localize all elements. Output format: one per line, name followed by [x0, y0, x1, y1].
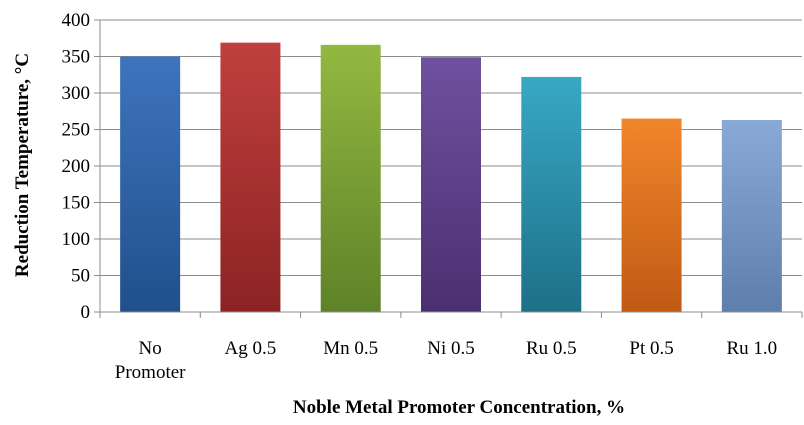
y-tick-label: 50 [71, 266, 90, 287]
bars [120, 42, 782, 313]
x-tick-label: Ni 0.5 [427, 338, 475, 359]
y-tick-label: 200 [62, 156, 91, 177]
y-tick-labels: 0 50 100 150 200 250 300 350 400 [62, 10, 91, 323]
bar [120, 56, 181, 312]
x-tick-label: Ag 0.5 [225, 338, 277, 359]
y-tick-label: 250 [62, 120, 91, 141]
y-tick-label: 300 [62, 83, 91, 104]
x-tick-label: Mn 0.5 [323, 338, 378, 359]
axes [99, 20, 803, 318]
y-axis-title: Reduction Temperature, °C [12, 53, 33, 277]
y-tick-label: 400 [62, 10, 91, 31]
bar [320, 44, 381, 312]
bar [621, 118, 682, 312]
bar [421, 57, 481, 313]
bar [721, 120, 782, 312]
x-tick-label: Ru 0.5 [526, 338, 577, 359]
x-tick-label: No Promoter [115, 338, 186, 383]
bar [220, 42, 281, 312]
y-tick-label: 0 [81, 302, 91, 323]
bar [521, 76, 582, 312]
x-axis-title: Noble Metal Promoter Concentration, % [293, 397, 625, 418]
y-tick-label: 100 [62, 229, 91, 250]
x-tick-label: Pt 0.5 [629, 338, 673, 359]
y-tick-label: 350 [62, 47, 91, 68]
x-tick-label: Ru 1.0 [727, 338, 778, 359]
x-tick-labels: No Promoter Ag 0.5 Mn 0.5 Ni 0.5 Ru 0.5 Pt 0.5… [115, 338, 777, 383]
y-tick-label: 150 [62, 193, 91, 214]
